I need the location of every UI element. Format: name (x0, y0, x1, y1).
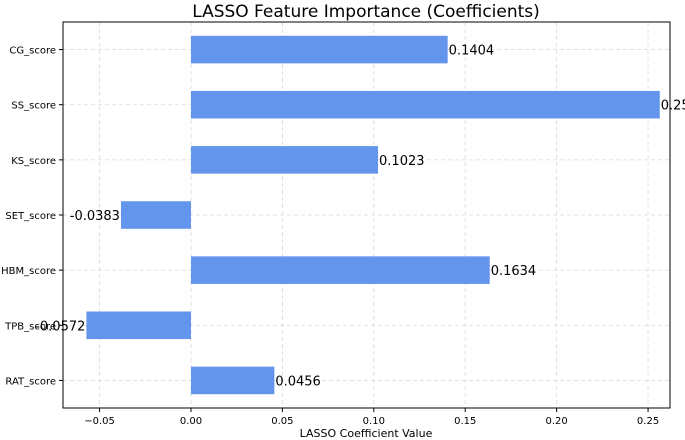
data-label: -0.0383 (70, 209, 120, 224)
bar-ks-score (190, 146, 379, 174)
data-label: 0.0456 (275, 374, 321, 389)
data-label: 0.2564 (661, 99, 685, 114)
data-label: -0.0572 (35, 319, 85, 334)
y-tick-label: HBM_score (1, 266, 56, 277)
bar-hbm-score (190, 256, 490, 284)
chart-title: LASSO Feature Importance (Coefficients) (192, 2, 540, 22)
x-tick-label: −0.05 (84, 416, 115, 427)
x-tick-label: 0.25 (637, 416, 659, 427)
bar-set-score (120, 201, 191, 229)
y-tick-label: TPB_score (4, 321, 56, 332)
y-tick-label: KS_score (11, 156, 56, 167)
x-tick-label: 0.10 (363, 416, 385, 427)
data-label: 0.1404 (449, 44, 495, 59)
bar-ss-score (190, 90, 660, 119)
y-tick-label: SET_score (5, 211, 56, 222)
x-tick-label: 0.15 (454, 416, 476, 427)
bar-rat-score (190, 366, 275, 395)
data-label: 0.1634 (491, 264, 536, 279)
bars (86, 35, 660, 395)
y-tick-label: RAT_score (5, 376, 56, 387)
x-tick-label: 0.00 (180, 416, 202, 427)
bar-tpb-score (86, 311, 191, 340)
y-tick-label: SS_score (11, 101, 56, 112)
y-axis: CG_score SS_score KS_score SET_score HBM_sco… (1, 46, 63, 387)
bar-cg-score (190, 35, 448, 64)
x-tick-label: 0.05 (271, 416, 293, 427)
data-label: 0.1023 (379, 154, 425, 169)
x-axis: −0.05 0.00 0.05 0.10 0.15 0.20 0.25 (84, 408, 659, 427)
data-labels: 0.1404 0.2564 0.1023 -0.0383 0.1634 -0.0572 0.… (35, 44, 685, 390)
y-tick-label: CG_score (9, 46, 56, 57)
x-tick-label: 0.20 (546, 416, 568, 427)
x-axis-label: LASSO Coefficient Value (300, 427, 433, 440)
